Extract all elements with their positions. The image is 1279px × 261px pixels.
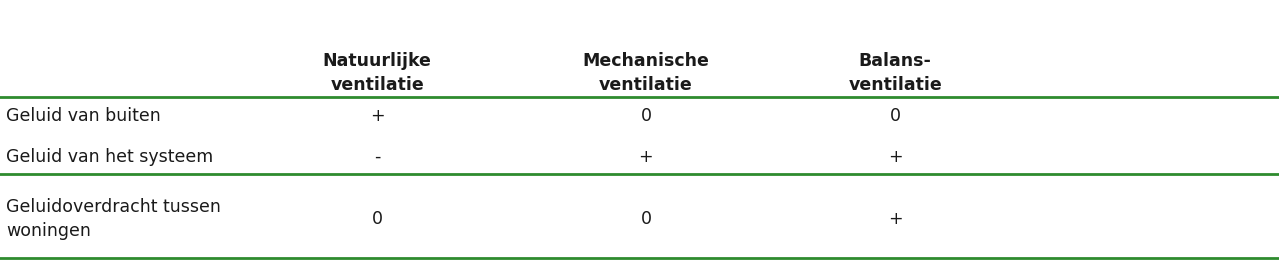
Text: Geluid van het systeem: Geluid van het systeem bbox=[6, 148, 214, 165]
Text: Geluidoverdracht tussen
woningen: Geluidoverdracht tussen woningen bbox=[6, 198, 221, 240]
Text: 0: 0 bbox=[641, 210, 651, 228]
Text: Balans-
ventilatie: Balans- ventilatie bbox=[848, 52, 943, 94]
Text: 0: 0 bbox=[890, 107, 900, 125]
Text: 0: 0 bbox=[372, 210, 382, 228]
Text: Mechanische
ventilatie: Mechanische ventilatie bbox=[582, 52, 710, 94]
Text: +: + bbox=[888, 148, 903, 165]
Text: Geluid van buiten: Geluid van buiten bbox=[6, 107, 161, 125]
Text: 0: 0 bbox=[641, 107, 651, 125]
Text: Natuurlijke
ventilatie: Natuurlijke ventilatie bbox=[322, 52, 432, 94]
Text: +: + bbox=[888, 210, 903, 228]
Text: +: + bbox=[638, 148, 654, 165]
Text: -: - bbox=[375, 148, 380, 165]
Text: +: + bbox=[370, 107, 385, 125]
